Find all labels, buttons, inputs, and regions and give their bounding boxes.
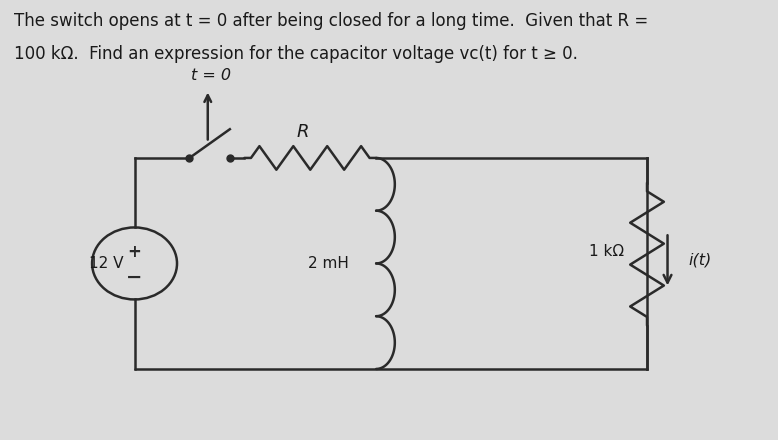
- Text: 12 V: 12 V: [89, 256, 124, 271]
- Text: R: R: [296, 123, 309, 141]
- Text: The switch opens at t = 0 after being closed for a long time.  Given that R =: The switch opens at t = 0 after being cl…: [14, 12, 648, 30]
- Text: t = 0: t = 0: [191, 69, 231, 84]
- Text: 1 kΩ: 1 kΩ: [589, 243, 624, 259]
- Text: 2 mH: 2 mH: [308, 256, 349, 271]
- Text: i(t): i(t): [688, 253, 711, 268]
- Text: 100 kΩ.  Find an expression for the capacitor voltage vᴄ(t) for t ≥ 0.: 100 kΩ. Find an expression for the capac…: [14, 45, 577, 63]
- Text: +: +: [128, 243, 142, 261]
- Text: −: −: [126, 268, 142, 286]
